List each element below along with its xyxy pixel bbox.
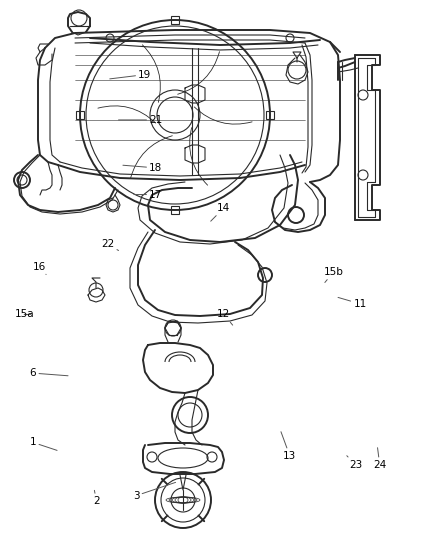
Text: 1: 1 <box>29 438 57 450</box>
Text: 21: 21 <box>118 115 162 125</box>
Text: 2: 2 <box>93 490 100 506</box>
Bar <box>76 111 84 119</box>
Text: 3: 3 <box>132 482 175 500</box>
Text: 19: 19 <box>110 70 151 79</box>
Bar <box>171 16 179 24</box>
Bar <box>265 111 273 119</box>
Text: 14: 14 <box>210 203 230 221</box>
Text: 23: 23 <box>346 456 361 470</box>
Text: 15a: 15a <box>14 310 34 319</box>
Text: 12: 12 <box>217 310 232 325</box>
Text: 15b: 15b <box>323 267 343 282</box>
Text: 17: 17 <box>134 190 162 199</box>
Text: 22: 22 <box>101 239 118 251</box>
Text: 6: 6 <box>29 368 68 378</box>
Text: 16: 16 <box>33 262 46 274</box>
Bar <box>171 206 179 214</box>
Text: 11: 11 <box>337 297 366 309</box>
Text: 13: 13 <box>280 432 296 461</box>
Text: 18: 18 <box>123 163 162 173</box>
Text: 24: 24 <box>372 448 385 470</box>
